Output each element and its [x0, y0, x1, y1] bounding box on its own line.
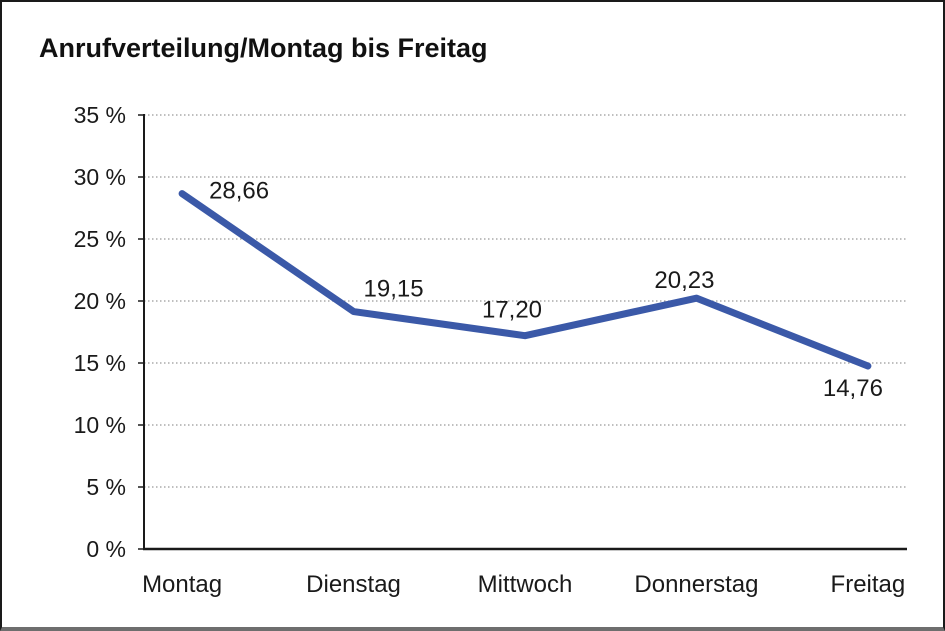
y-tick-label: 5 % [86, 474, 126, 500]
gridlines [144, 114, 906, 488]
x-category-label: Freitag [831, 571, 906, 598]
data-point-label: 19,15 [364, 276, 424, 303]
x-category-label: Donnerstag [634, 571, 758, 598]
y-tick-label: 15 % [74, 350, 126, 376]
y-tick-label: 0 % [86, 536, 126, 562]
x-axis-labels: Montag Dienstag Mittwoch Donnerstag Freitag [142, 571, 905, 598]
y-tick-label: 10 % [74, 412, 126, 438]
data-series-line [178, 190, 872, 370]
y-tick-label: 30 % [74, 164, 126, 190]
data-point-label: 20,23 [654, 267, 714, 294]
y-tick-label: 35 % [74, 102, 126, 128]
chart-title: Anrufverteilung/Montag bis Freitag [39, 33, 488, 63]
y-axis-ticks: 35 % 30 % 25 % 20 % 15 % 10 % 5 % 0 % [74, 102, 144, 562]
y-tick-label: 25 % [74, 226, 126, 252]
data-point-labels: 28,66 19,15 17,20 20,23 14,76 [209, 178, 883, 402]
data-point-label: 17,20 [482, 297, 542, 324]
data-series [178, 190, 872, 370]
y-tick-label: 20 % [74, 288, 126, 314]
data-point-label: 14,76 [823, 375, 883, 402]
x-category-label: Dienstag [306, 571, 401, 598]
x-category-label: Montag [142, 571, 222, 598]
data-point-label: 28,66 [209, 178, 269, 205]
x-category-label: Mittwoch [478, 571, 573, 598]
axes [143, 114, 907, 551]
